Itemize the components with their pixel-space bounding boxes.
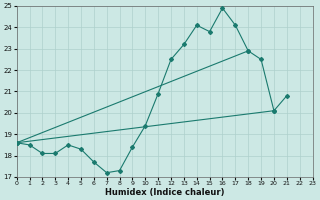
X-axis label: Humidex (Indice chaleur): Humidex (Indice chaleur)	[105, 188, 224, 197]
